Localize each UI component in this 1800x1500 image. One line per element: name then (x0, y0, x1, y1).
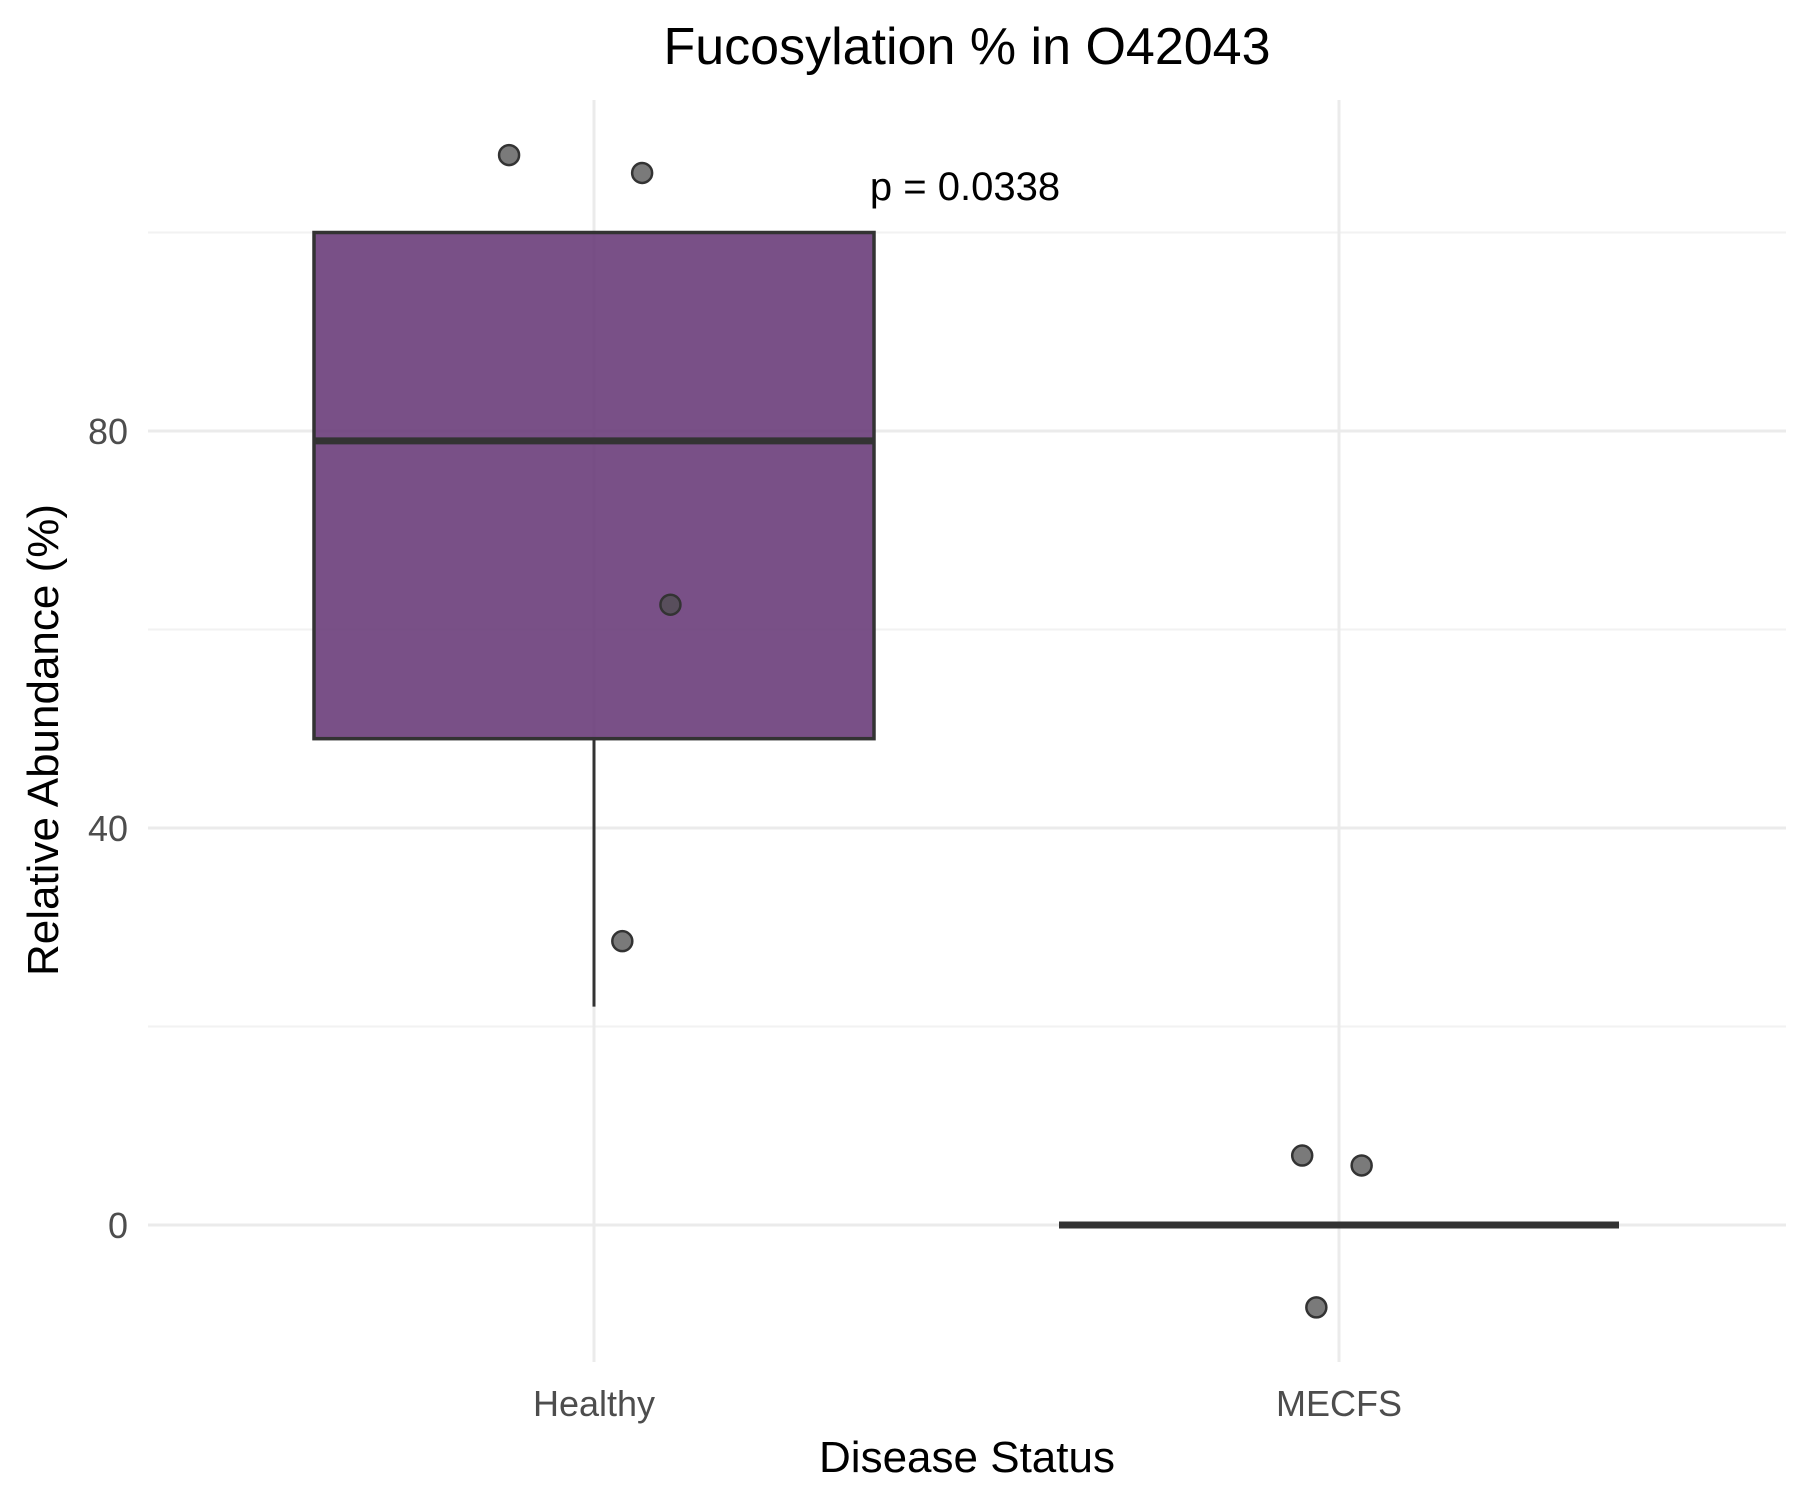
p-value-annotation: p = 0.0338 (870, 165, 1060, 209)
data-point (611, 929, 634, 953)
box-healthy (312, 230, 876, 1007)
data-point (1305, 1296, 1328, 1319)
data-point (1290, 1144, 1314, 1167)
data-point (497, 143, 521, 167)
chart-title: Fucosylation % in O42043 (663, 18, 1270, 76)
data-point (630, 161, 654, 185)
tick-labels: 0 40 80 Healthy MECFS (88, 411, 1402, 1424)
y-tick-label: 80 (88, 411, 128, 452)
boxes (312, 230, 1619, 1229)
data-point (659, 593, 682, 616)
x-tick-label: Healthy (533, 1383, 655, 1424)
x-tick-label: MECFS (1276, 1383, 1402, 1424)
y-tick-label: 40 (88, 808, 128, 849)
y-axis-title: Relative Abundance (%) (19, 504, 68, 976)
x-axis-title: Disease Status (819, 1433, 1115, 1482)
data-points (497, 143, 1373, 1319)
box-body (312, 230, 876, 741)
y-tick-label: 0 (108, 1205, 128, 1246)
data-point (1350, 1154, 1373, 1177)
